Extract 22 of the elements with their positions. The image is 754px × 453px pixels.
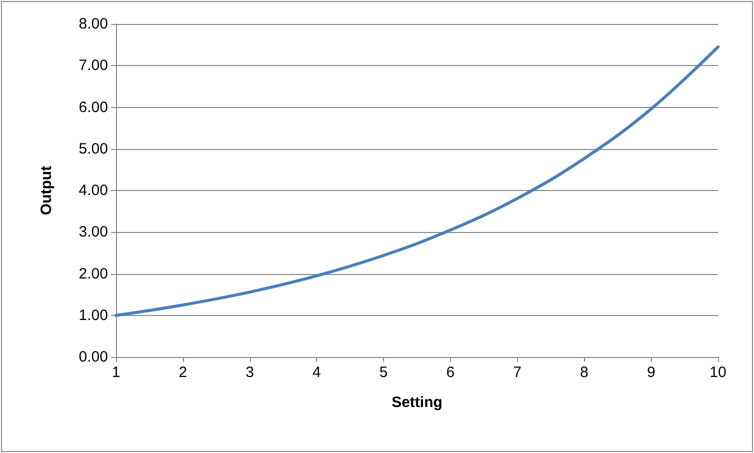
y-tick-label: 8.00 [78, 16, 108, 32]
y-axis-title: Output [38, 166, 55, 216]
x-axis-title: Setting [392, 394, 442, 411]
x-tick-label: 3 [246, 364, 254, 381]
line-series [114, 45, 720, 317]
y-tick-label: 4.00 [78, 182, 108, 199]
x-tick-label: 6 [446, 364, 455, 381]
x-tick-label: 5 [379, 364, 388, 381]
y-tick-label: 6.00 [78, 98, 108, 116]
y-tick-label: 2.00 [78, 265, 108, 282]
x-tick-label: 10 [710, 364, 726, 381]
x-tick-label: 4 [312, 364, 321, 381]
x-tick-label: 8 [580, 364, 588, 381]
x-tick-label: 9 [646, 364, 656, 381]
x-tick-label: 1 [112, 364, 120, 381]
y-tick-label: 1.00 [78, 306, 108, 324]
x-tick-label: 2 [178, 364, 188, 381]
x-tick-label: 7 [513, 364, 522, 381]
y-tick-label: 0.00 [78, 348, 108, 366]
y-tick-label: 5.00 [78, 140, 108, 158]
y-tick-label: 7.00 [78, 57, 108, 74]
y-tick-label: 3.00 [78, 224, 108, 241]
